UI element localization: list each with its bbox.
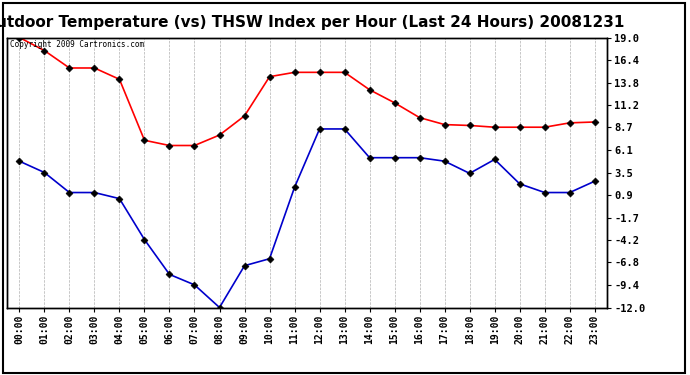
Text: Copyright 2009 Cartronics.com: Copyright 2009 Cartronics.com xyxy=(10,40,144,49)
Text: Outdoor Temperature (vs) THSW Index per Hour (Last 24 Hours) 20081231: Outdoor Temperature (vs) THSW Index per … xyxy=(0,15,624,30)
